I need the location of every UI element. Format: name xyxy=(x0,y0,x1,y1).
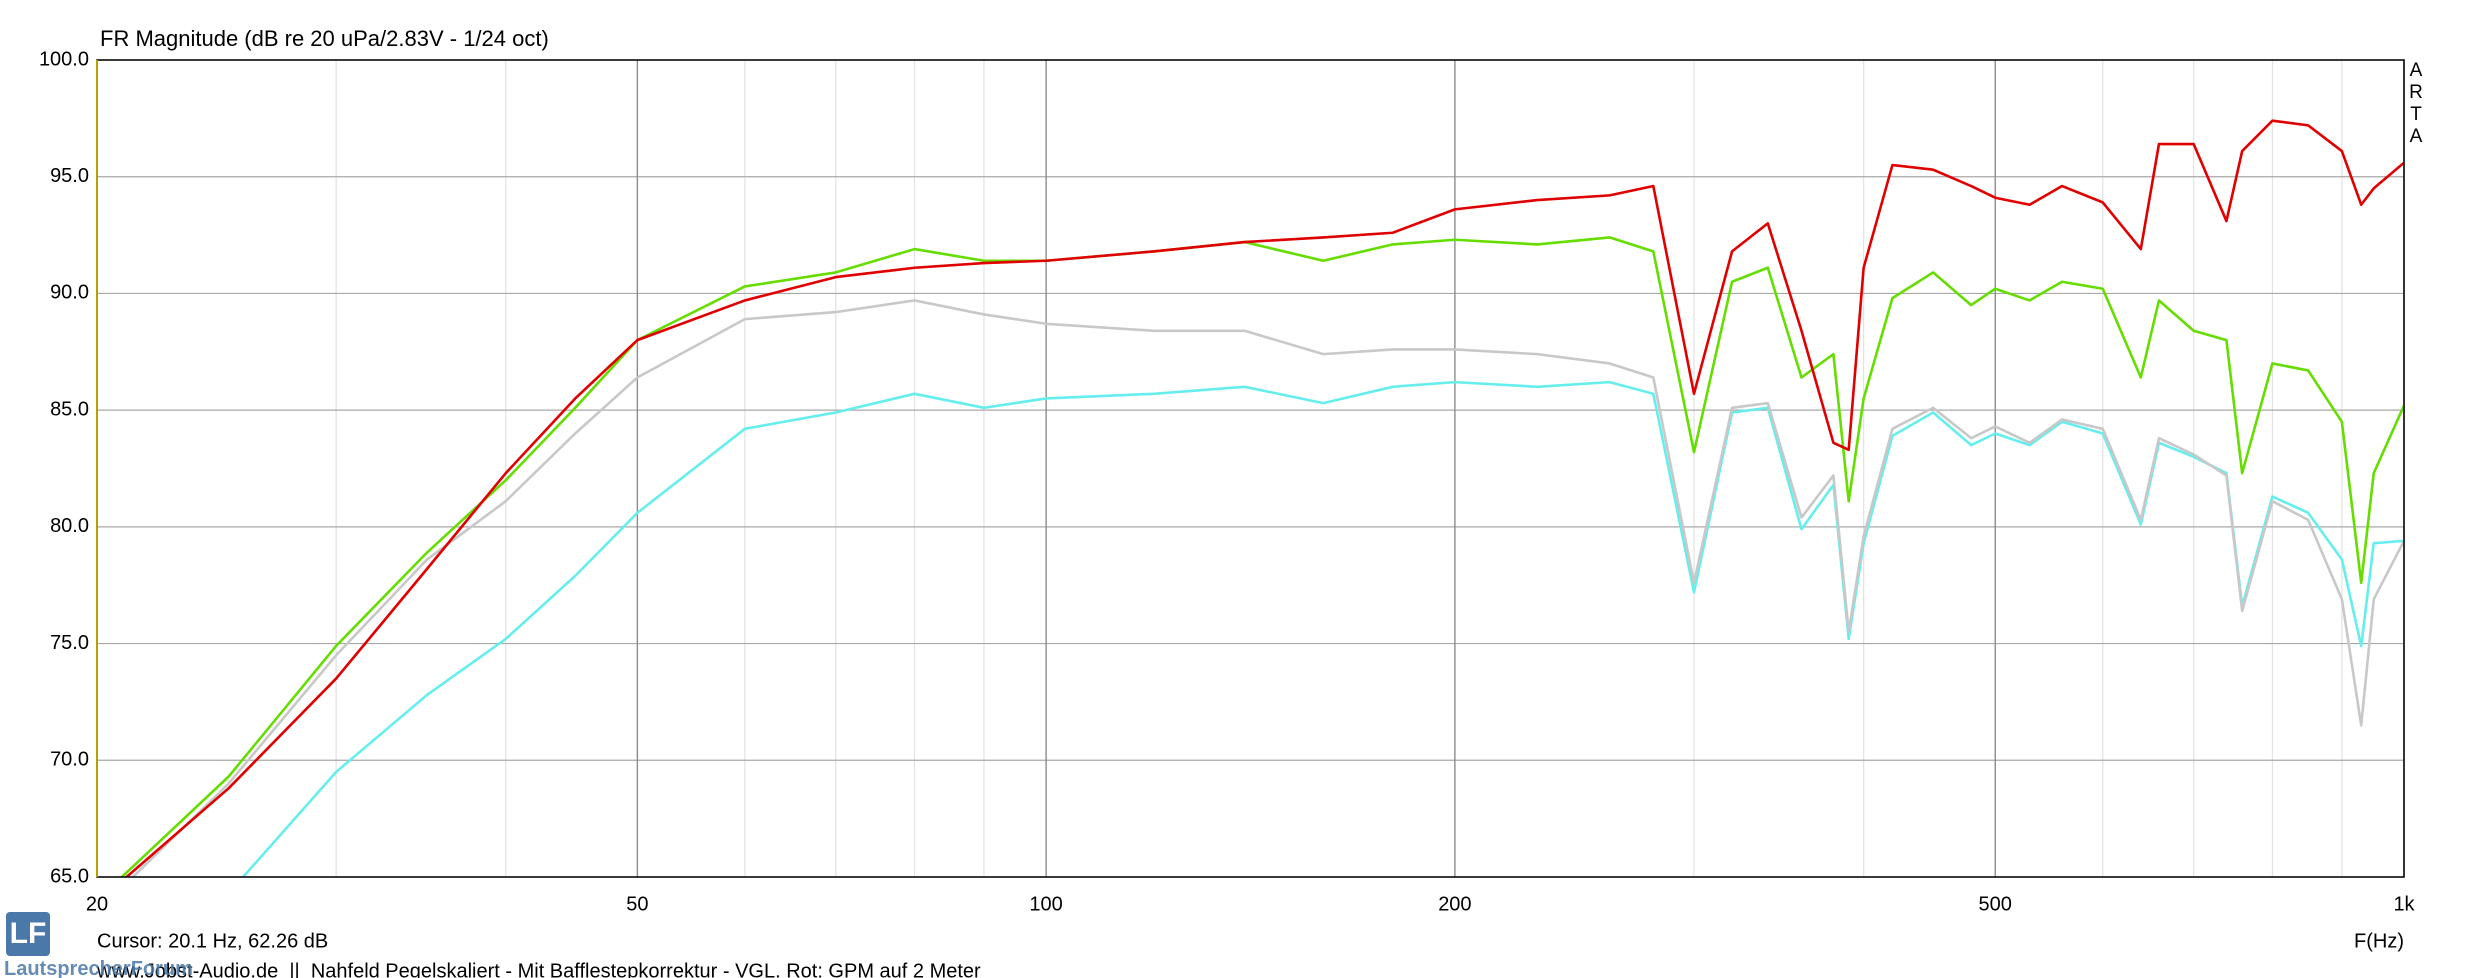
labels: 100.0 95.0 90.0 85.0 80.0 75.0 70.0 65.0 20 50 100… xyxy=(39,48,2416,915)
footer: www.Jobst-Audio.de || Nahfeld Pegelskali… xyxy=(96,960,981,978)
x-axis-label: F(Hz) xyxy=(2354,930,2404,952)
series-line xyxy=(119,236,2404,877)
x-tick-label: 200 xyxy=(1438,893,1471,915)
y-tick-label: 95.0 xyxy=(50,165,89,187)
side-label: ARTA xyxy=(2409,60,2423,147)
x-tick-label: 1k xyxy=(2393,893,2415,915)
logo-mark: LF xyxy=(6,912,50,956)
y-tick-label: 80.0 xyxy=(50,515,89,537)
x-tick-label: 50 xyxy=(626,893,648,915)
x-tick-label: 100 xyxy=(1029,893,1062,915)
y-tick-label: 70.0 xyxy=(50,749,89,771)
lines xyxy=(119,119,2404,877)
x-tick-label: 500 xyxy=(1979,893,2012,915)
y-tick-label: 65.0 xyxy=(50,865,89,887)
chart-title: FR Magnitude (dB re 20 uPa/2.83V - 1/24 … xyxy=(100,26,549,51)
y-tick-label: 100.0 xyxy=(39,48,89,70)
series-line xyxy=(131,299,2404,877)
y-tick-label: 75.0 xyxy=(50,632,89,654)
y-tick-label: 90.0 xyxy=(50,282,89,304)
cursor-readout: Cursor: 20.1 Hz, 62.26 dB xyxy=(97,930,328,952)
logo-text: LautsprecherForum xyxy=(4,958,193,978)
x-tick-label: 20 xyxy=(86,893,108,915)
y-tick-label: 85.0 xyxy=(50,398,89,420)
series-line xyxy=(124,119,2404,877)
plot-area xyxy=(97,60,2404,877)
